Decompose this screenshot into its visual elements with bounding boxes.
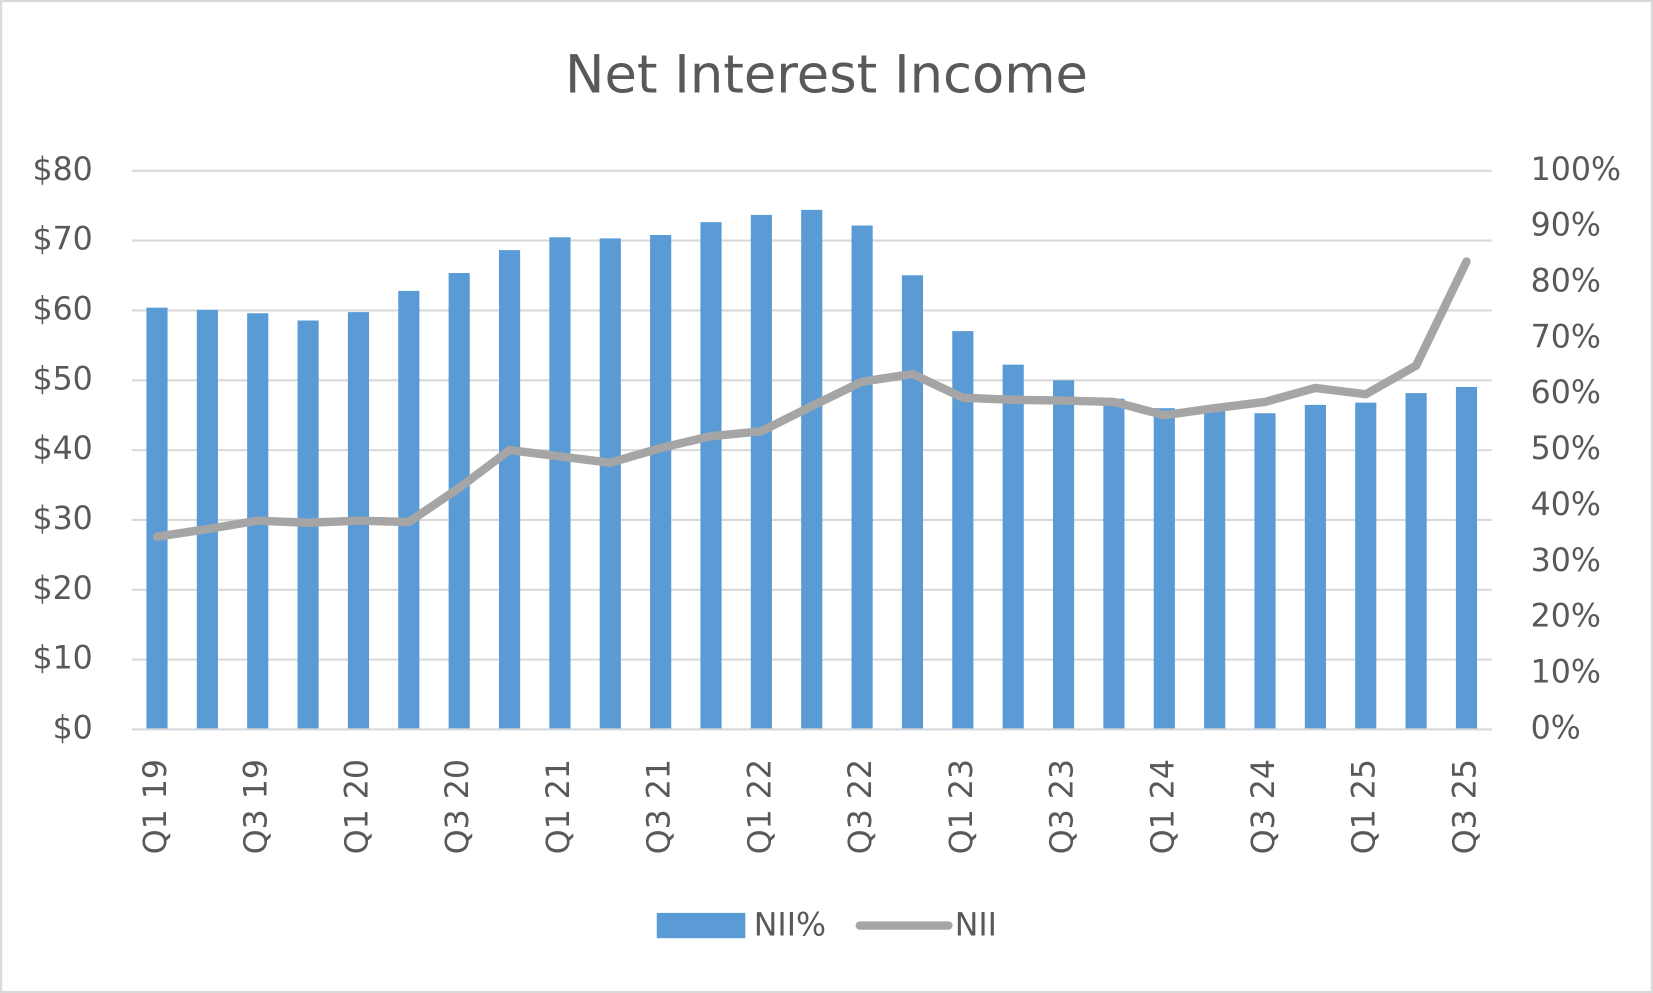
line: [152, 257, 1471, 541]
bar: [549, 237, 571, 730]
y2-tick-label: 0%: [1531, 710, 1581, 746]
y2-tick-label: 90%: [1531, 208, 1601, 244]
x-tick-label: Q3 24: [1246, 759, 1282, 854]
legend-label: NII%: [754, 908, 826, 944]
x-tick-label: Q1 24: [1145, 759, 1181, 854]
x-tick-label: Q3 20: [440, 759, 476, 854]
y-tick-label: $80: [32, 152, 92, 188]
bar: [398, 290, 420, 730]
x-tick-label: Q3 25: [1447, 759, 1483, 854]
x-tick-label: Q3 23: [1045, 759, 1081, 854]
bar: [851, 225, 873, 730]
bar: [1052, 380, 1075, 730]
bar: [901, 275, 924, 730]
y-tick-label: $10: [32, 641, 92, 677]
y2-tick-label: 50%: [1531, 431, 1601, 467]
bar: [1455, 386, 1478, 730]
y2-tick-label: 100%: [1531, 152, 1621, 188]
y2-tick-label: 70%: [1531, 319, 1601, 355]
bar: [1153, 408, 1175, 730]
y-tick-label: $40: [32, 431, 92, 467]
bar: [801, 209, 823, 730]
x-tick-label: Q1 21: [541, 759, 577, 854]
y-tick-label: $30: [32, 501, 92, 537]
y2-tick-label: 20%: [1531, 599, 1601, 635]
x-tick-label: Q3 21: [642, 759, 678, 854]
x-tick-label: Q1 19: [138, 759, 174, 854]
bar: [146, 307, 168, 730]
bar: [1204, 409, 1226, 730]
y2-tick-label: 30%: [1531, 543, 1601, 579]
bar: [700, 222, 722, 730]
bar: [650, 235, 672, 730]
y-tick-label: $60: [32, 291, 92, 327]
legend-swatch: [656, 912, 746, 939]
y-tick-label: $50: [32, 361, 92, 397]
bar: [1304, 404, 1326, 730]
x-tick-label: Q1 22: [742, 759, 778, 854]
bar: [1103, 398, 1125, 730]
x-tick-label: Q3 22: [843, 759, 879, 854]
legend-label: NII: [955, 908, 997, 944]
bar: [498, 250, 521, 730]
x-tick-label: Q1 25: [1347, 759, 1383, 854]
y-tick-label: $20: [32, 571, 92, 607]
chart-title: Net Interest Income: [565, 45, 1088, 106]
bar: [1405, 393, 1427, 730]
y2-tick-label: 60%: [1531, 375, 1601, 411]
bar: [750, 214, 772, 730]
y-tick-label: $70: [32, 222, 92, 258]
bar: [1355, 402, 1377, 730]
bar: [196, 309, 218, 730]
y2-tick-label: 10%: [1531, 655, 1601, 691]
bar: [1254, 413, 1276, 730]
x-tick-label: Q1 23: [944, 759, 980, 854]
bar: [1002, 364, 1024, 730]
y-tick-label: $0: [53, 710, 93, 746]
x-tick-label: Q3 19: [239, 759, 275, 854]
bar: [599, 238, 621, 730]
y2-tick-label: 80%: [1531, 264, 1601, 300]
y2-tick-label: 40%: [1531, 487, 1601, 523]
bar: [448, 273, 470, 730]
bar: [952, 331, 974, 730]
x-tick-label: Q1 20: [339, 759, 375, 854]
